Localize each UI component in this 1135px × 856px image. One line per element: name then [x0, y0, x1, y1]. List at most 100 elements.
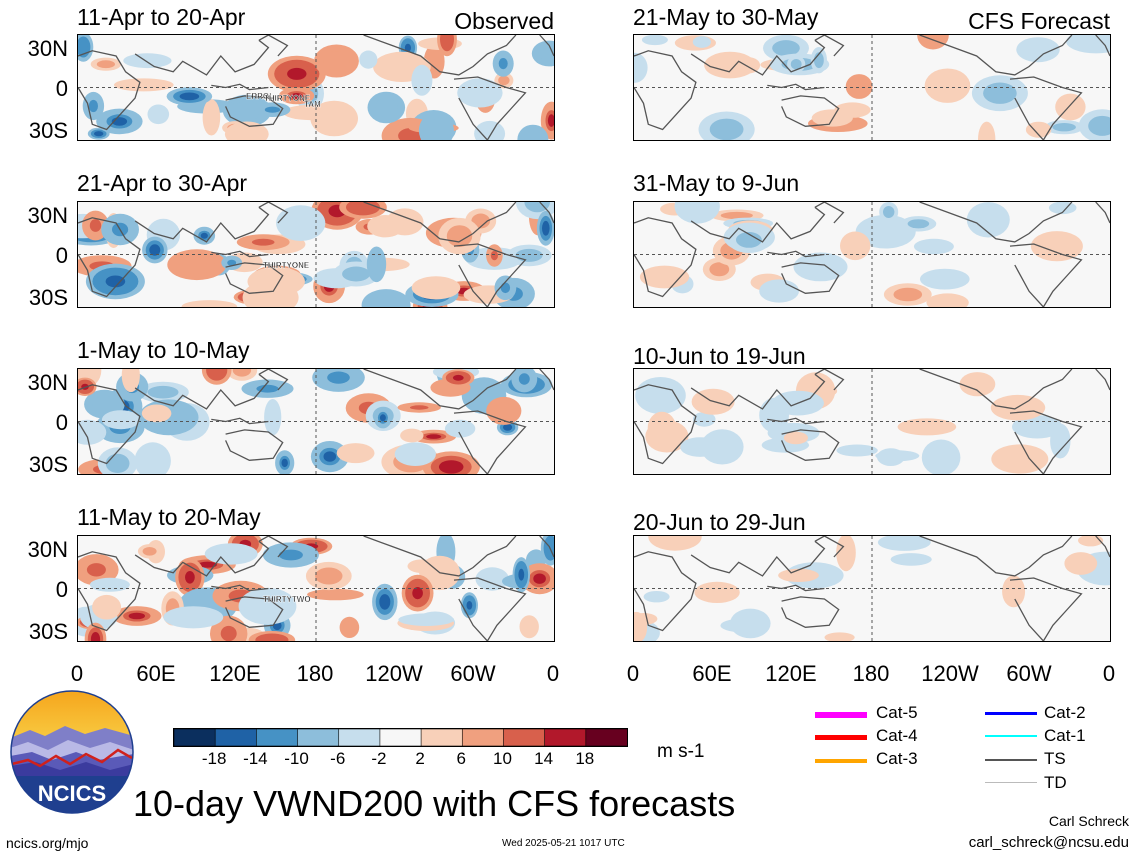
anomaly-contour: [141, 404, 172, 423]
anomaly-contour: [452, 374, 464, 381]
anomaly-contour: [524, 202, 550, 213]
lon-label: 60W: [450, 661, 496, 686]
colorbar-swatch: [420, 728, 464, 747]
anomaly-contour: [96, 60, 115, 69]
anomaly-contour: [890, 553, 932, 566]
anomaly-contour: [411, 64, 433, 96]
colorbar-swatch: [544, 728, 587, 747]
coastline: [767, 584, 825, 592]
lon-label: 180: [296, 661, 334, 686]
coastline: [781, 262, 840, 294]
anomaly-contour: [1052, 123, 1076, 132]
coastline: [225, 429, 284, 461]
anomaly-contour: [125, 81, 162, 89]
coastline: [1009, 76, 1083, 140]
map-panel: ERROL THIRTYONE TAM: [77, 34, 555, 141]
anomaly-field: [634, 202, 1110, 307]
colorbar-swatch: [461, 728, 505, 747]
lon-label: 0: [626, 661, 640, 686]
anomaly-contour: [374, 219, 397, 233]
colorbar: [173, 728, 628, 747]
anomaly-field: THIRTYTWO: [78, 536, 554, 641]
anomaly-contour: [1012, 415, 1063, 439]
anomaly-contour: [318, 591, 353, 598]
map-panel: [77, 368, 555, 475]
storm-label: TAM: [304, 100, 321, 109]
coastline: [781, 596, 840, 628]
anomaly-contour: [634, 52, 648, 83]
anomaly-contour: [261, 636, 282, 641]
panel-title: 31-May to 9-Jun: [633, 170, 800, 196]
author-email[interactable]: carl_schreck@ncsu.edu: [968, 834, 1129, 851]
colorbar-swatch: [379, 728, 422, 747]
lat-label: 30N: [27, 370, 68, 395]
anomaly-contour: [204, 543, 258, 565]
anomaly-contour: [138, 446, 167, 474]
coastline: [919, 369, 1073, 410]
anomaly-contour: [530, 553, 543, 567]
anomaly-contour: [720, 211, 753, 220]
coastline: [690, 39, 826, 76]
coastline: [919, 202, 1073, 243]
coastline: [225, 95, 284, 127]
coastline: [690, 540, 826, 577]
anomaly-contour: [278, 549, 303, 561]
anomaly-contour: [79, 40, 88, 54]
anomaly-contour: [674, 202, 720, 224]
coastline: [690, 373, 826, 410]
anomaly-contour: [893, 287, 923, 302]
coastline: [134, 540, 270, 577]
colorbar-tick-label: 2: [415, 749, 425, 768]
anomaly-contour: [533, 573, 546, 584]
anomaly-contour: [227, 259, 237, 266]
coastline: [211, 83, 269, 91]
anomaly-contour: [913, 238, 954, 255]
coastline: [211, 584, 269, 592]
lat-label: 0: [55, 577, 68, 602]
anomaly-contour: [778, 568, 819, 582]
anomaly-field: [634, 369, 1110, 474]
anomaly-contour: [232, 369, 252, 377]
anomaly-contour: [709, 118, 744, 140]
coastline: [453, 76, 527, 140]
lon-label: 120W: [365, 661, 423, 686]
anomaly-contour: [877, 536, 931, 551]
anomaly-contour: [281, 458, 288, 468]
coastline: [258, 35, 289, 57]
anomaly-contour: [92, 395, 117, 413]
lat-label: 30S: [28, 452, 68, 477]
anomaly-contour: [342, 266, 371, 282]
coastline: [258, 202, 289, 224]
coastline: [134, 373, 270, 410]
panel-title: 1-May to 10-May: [77, 337, 250, 363]
anomaly-contour: [412, 587, 423, 600]
anomaly-contour: [474, 120, 506, 140]
anomaly-contour: [515, 248, 543, 262]
anomaly-contour: [634, 611, 648, 641]
author-name: Carl Schreck: [1048, 813, 1129, 829]
colorbar-tick-label: -2: [371, 749, 387, 768]
anomaly-contour: [323, 451, 337, 462]
anomaly-contour: [647, 411, 677, 444]
anomaly-contour: [220, 625, 237, 641]
anomaly-contour: [290, 93, 303, 99]
anomaly-contour: [94, 131, 104, 137]
legend-swatch-ts: [985, 759, 1037, 761]
anomaly-contour: [457, 78, 503, 108]
coastline: [539, 369, 554, 391]
coastline: [1009, 410, 1083, 474]
main-title: 10-day VWND200 with CFS forecasts: [133, 783, 736, 824]
anomaly-contour: [105, 275, 126, 288]
coastline: [453, 243, 527, 307]
lat-label: 30N: [27, 537, 68, 562]
lon-label: 0: [546, 661, 560, 686]
coastline: [363, 536, 517, 577]
coastline: [781, 429, 840, 461]
website-link[interactable]: ncics.org/mjo: [6, 835, 89, 851]
map-panel: [633, 535, 1111, 642]
coastline: [690, 206, 826, 243]
anomaly-contour: [475, 567, 509, 591]
anomaly-contour: [285, 212, 316, 234]
anomaly-contour: [933, 75, 962, 96]
